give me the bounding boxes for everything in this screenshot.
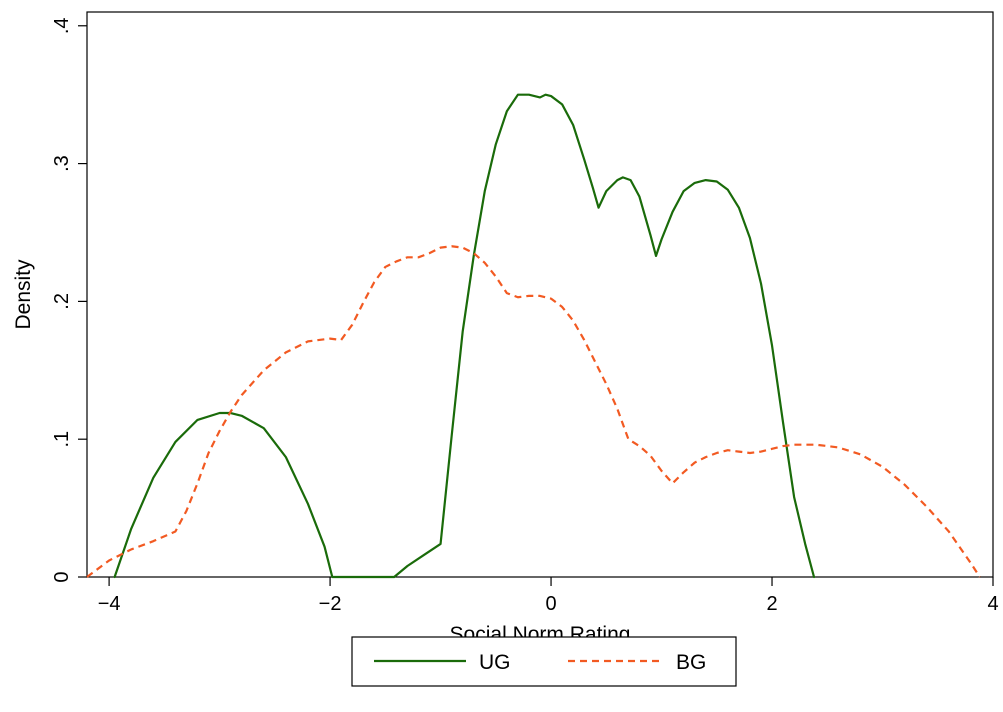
y-tick-label: .3: [51, 155, 73, 172]
y-tick-label: .2: [51, 293, 73, 310]
x-tick-label: 4: [987, 593, 998, 615]
y-tick-label: .1: [51, 431, 73, 448]
x-tick-label: 0: [545, 593, 556, 615]
y-tick-label: .4: [51, 17, 73, 34]
x-tick-label: −4: [98, 593, 121, 615]
x-tick-label: 2: [766, 593, 777, 615]
x-tick-label: −2: [319, 593, 342, 615]
y-axis-title: Density: [12, 259, 35, 330]
x-axis: −4 −2 0 2 4: [98, 577, 999, 615]
plot-frame: [86, 11, 994, 578]
series-layer: [86, 93, 981, 579]
legend-label-bg: BG: [676, 651, 706, 674]
series-line-ug: [113, 93, 816, 579]
legend-label-ug: UG: [479, 651, 511, 674]
legend: UG BG: [351, 636, 737, 687]
series-line-bg: [86, 245, 981, 578]
y-axis: 0 .1 .2 .3 .4: [51, 17, 87, 583]
y-tick-label: 0: [51, 571, 73, 582]
